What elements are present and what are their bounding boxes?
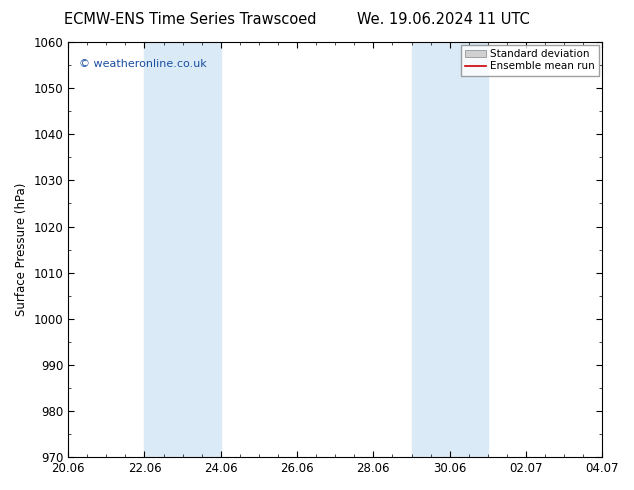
Text: © weatheronline.co.uk: © weatheronline.co.uk <box>79 59 207 69</box>
Bar <box>145 42 221 457</box>
Y-axis label: Surface Pressure (hPa): Surface Pressure (hPa) <box>15 183 28 316</box>
Bar <box>411 42 488 457</box>
Legend: Standard deviation, Ensemble mean run: Standard deviation, Ensemble mean run <box>461 45 599 75</box>
Text: ECMW-ENS Time Series Trawscoed: ECMW-ENS Time Series Trawscoed <box>64 12 316 27</box>
Text: We. 19.06.2024 11 UTC: We. 19.06.2024 11 UTC <box>358 12 530 27</box>
